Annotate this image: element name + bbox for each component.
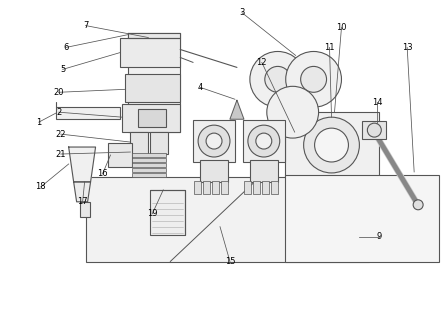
Bar — [262, 181, 269, 194]
Bar — [253, 181, 260, 194]
Bar — [56, 107, 120, 119]
Bar — [86, 177, 369, 262]
Circle shape — [250, 51, 305, 107]
Text: 18: 18 — [36, 182, 46, 191]
Text: 6: 6 — [63, 43, 68, 52]
Text: 3: 3 — [239, 8, 245, 17]
Bar — [244, 181, 251, 194]
Bar — [285, 112, 379, 177]
Bar — [243, 120, 285, 162]
Text: 7: 7 — [83, 21, 88, 30]
Bar — [79, 202, 90, 217]
Bar — [108, 143, 132, 167]
Circle shape — [304, 117, 359, 173]
Text: 2: 2 — [56, 108, 61, 117]
Text: 9: 9 — [377, 232, 382, 241]
Polygon shape — [230, 100, 244, 119]
Circle shape — [265, 66, 291, 92]
Bar — [132, 163, 166, 167]
Bar — [194, 181, 201, 194]
Bar — [120, 37, 180, 68]
Bar — [250, 160, 278, 182]
Bar — [132, 158, 166, 162]
Bar — [128, 33, 180, 132]
Polygon shape — [74, 182, 91, 202]
Polygon shape — [69, 147, 95, 182]
Circle shape — [198, 125, 230, 157]
Circle shape — [248, 125, 280, 157]
Text: 5: 5 — [60, 65, 65, 74]
Bar — [125, 74, 180, 102]
Text: 1: 1 — [36, 118, 41, 127]
Circle shape — [256, 133, 272, 149]
Text: 17: 17 — [77, 197, 88, 206]
Text: 15: 15 — [225, 257, 235, 266]
Circle shape — [413, 200, 423, 210]
Text: 10: 10 — [336, 23, 347, 32]
Text: 19: 19 — [147, 209, 158, 218]
Circle shape — [315, 128, 349, 162]
Bar — [200, 160, 228, 182]
Text: 14: 14 — [372, 98, 383, 107]
Text: 21: 21 — [56, 150, 66, 158]
Bar — [132, 153, 166, 157]
Polygon shape — [128, 33, 180, 37]
Bar — [151, 132, 168, 154]
Text: 4: 4 — [198, 83, 203, 92]
Circle shape — [286, 51, 341, 107]
Bar — [285, 175, 439, 262]
Bar — [132, 168, 166, 172]
Circle shape — [267, 86, 319, 138]
Bar — [212, 181, 219, 194]
Bar — [151, 190, 185, 235]
Bar — [123, 104, 180, 132]
Bar — [221, 181, 228, 194]
Bar — [203, 181, 210, 194]
Circle shape — [301, 66, 326, 92]
Circle shape — [367, 123, 381, 137]
Text: 16: 16 — [97, 169, 108, 178]
Text: 20: 20 — [53, 88, 64, 97]
Bar — [362, 121, 386, 139]
Circle shape — [206, 133, 222, 149]
Text: 13: 13 — [402, 43, 412, 52]
Bar — [271, 181, 278, 194]
Bar — [131, 132, 148, 154]
Text: 22: 22 — [56, 130, 66, 139]
Bar — [132, 173, 166, 177]
Text: 11: 11 — [324, 43, 335, 52]
Bar — [193, 120, 235, 162]
Bar — [139, 109, 166, 127]
Text: 12: 12 — [257, 58, 267, 67]
